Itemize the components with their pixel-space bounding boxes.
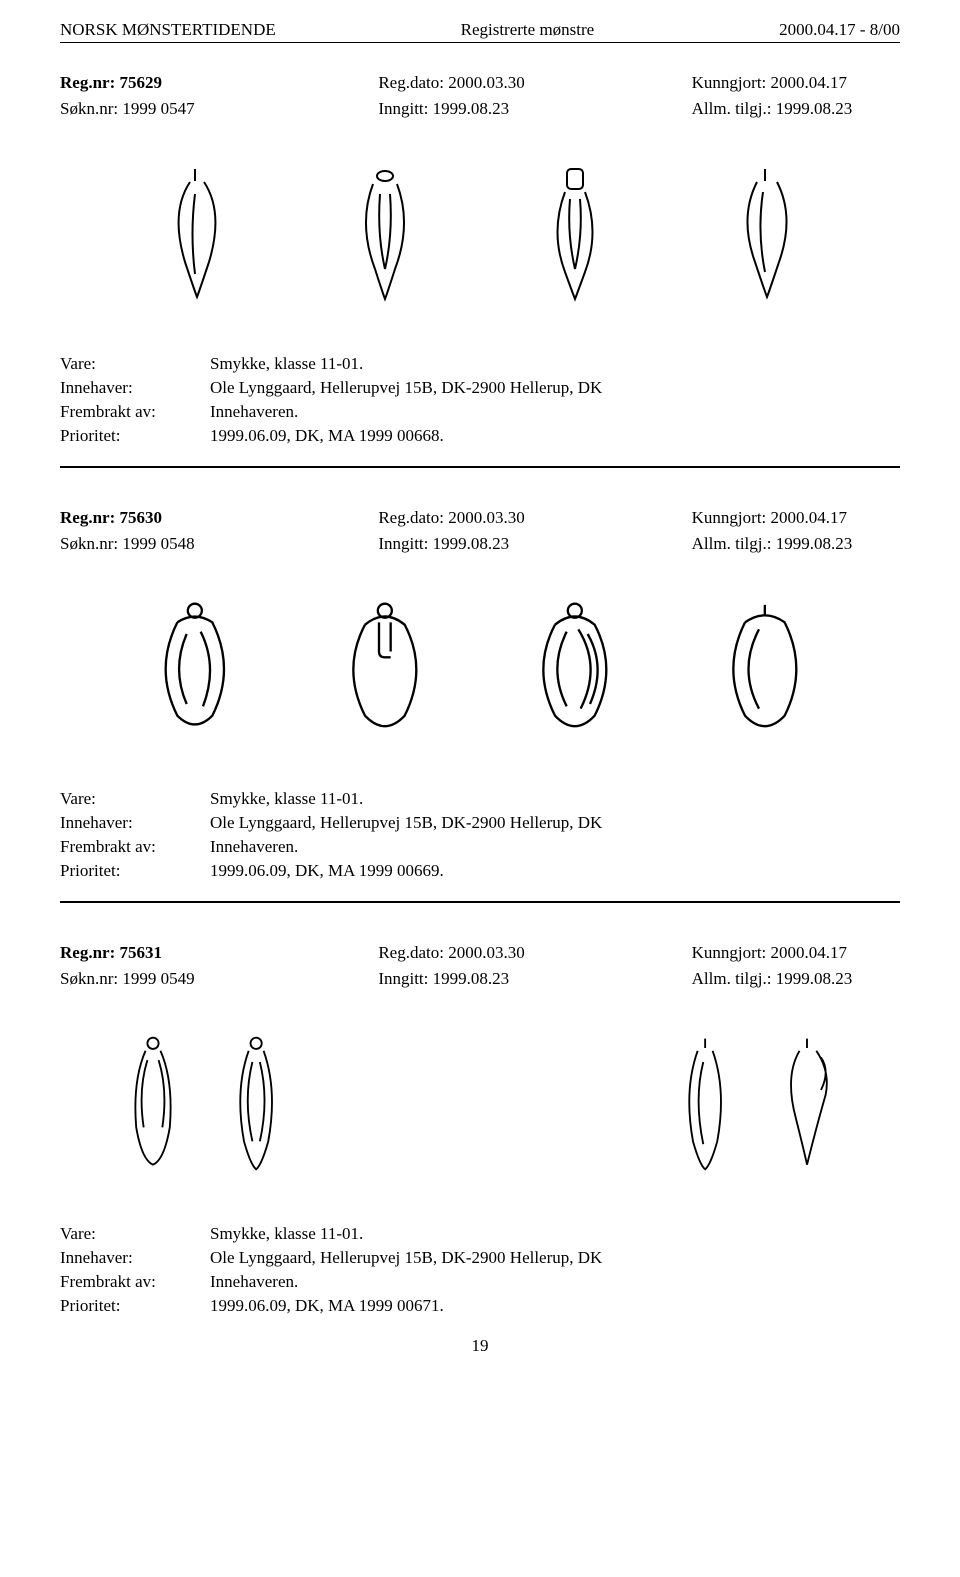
jewelry-icon <box>679 1034 730 1174</box>
entry-75629: Reg.nr: 75629 Reg.dato: 2000.03.30 Kunng… <box>60 73 900 468</box>
kunngjort: Kunngjort: 2000.04.17 <box>587 943 900 963</box>
prioritet-label: Prioritet: <box>60 1296 210 1316</box>
jewelry-icon <box>779 1034 835 1174</box>
jewelry-icon <box>230 1034 281 1174</box>
vare-label: Vare: <box>60 354 210 374</box>
entry-75630: Reg.nr: 75630 Reg.dato: 2000.03.30 Kunng… <box>60 508 900 903</box>
prioritet-value: 1999.06.09, DK, MA 1999 00669. <box>210 861 900 881</box>
regdato: Reg.dato: 2000.03.30 <box>268 943 586 963</box>
prioritet-value: 1999.06.09, DK, MA 1999 00668. <box>210 426 900 446</box>
kunngjort: Kunngjort: 2000.04.17 <box>587 508 900 528</box>
regdato: Reg.dato: 2000.03.30 <box>268 73 586 93</box>
jewelry-icon <box>735 164 795 304</box>
jewelry-icon <box>545 164 605 304</box>
divider <box>60 466 900 468</box>
regnr: Reg.nr: 75629 <box>60 73 268 93</box>
soknnr: Søkn.nr: 1999 0549 <box>60 969 268 989</box>
frembrakt-label: Frembrakt av: <box>60 402 210 422</box>
regnr: Reg.nr: 75631 <box>60 943 268 963</box>
jewelry-icon <box>355 164 415 304</box>
header-center: Registrerte mønstre <box>461 20 595 40</box>
vare-value: Smykke, klasse 11-01. <box>210 1224 900 1244</box>
allm: Allm. tilgj.: 1999.08.23 <box>587 969 900 989</box>
divider <box>60 901 900 903</box>
soknnr: Søkn.nr: 1999 0548 <box>60 534 268 554</box>
inngitt: Inngitt: 1999.08.23 <box>268 99 586 119</box>
vare-label: Vare: <box>60 1224 210 1244</box>
inngitt: Inngitt: 1999.08.23 <box>268 969 586 989</box>
page-number: 19 <box>60 1336 900 1356</box>
frembrakt-value: Innehaveren. <box>210 402 900 422</box>
vare-label: Vare: <box>60 789 210 809</box>
page-header: NORSK MØNSTERTIDENDE Registrerte mønstre… <box>60 20 900 43</box>
figure-row-1 <box>100 154 860 304</box>
allm: Allm. tilgj.: 1999.08.23 <box>587 534 900 554</box>
prioritet-label: Prioritet: <box>60 861 210 881</box>
innehaver-value: Ole Lynggaard, Hellerupvej 15B, DK-2900 … <box>210 1248 900 1268</box>
inngitt: Inngitt: 1999.08.23 <box>268 534 586 554</box>
jewelry-icon <box>724 599 806 739</box>
jewelry-icon <box>154 599 236 739</box>
innehaver-label: Innehaver: <box>60 378 210 398</box>
innehaver-value: Ole Lynggaard, Hellerupvej 15B, DK-2900 … <box>210 378 900 398</box>
regdato: Reg.dato: 2000.03.30 <box>268 508 586 528</box>
frembrakt-label: Frembrakt av: <box>60 837 210 857</box>
prioritet-value: 1999.06.09, DK, MA 1999 00671. <box>210 1296 900 1316</box>
jewelry-icon <box>344 599 426 739</box>
frembrakt-label: Frembrakt av: <box>60 1272 210 1292</box>
innehaver-value: Ole Lynggaard, Hellerupvej 15B, DK-2900 … <box>210 813 900 833</box>
kunngjort: Kunngjort: 2000.04.17 <box>587 73 900 93</box>
allm: Allm. tilgj.: 1999.08.23 <box>587 99 900 119</box>
innehaver-label: Innehaver: <box>60 1248 210 1268</box>
figure-row-3 <box>100 1024 860 1174</box>
header-right: 2000.04.17 - 8/00 <box>779 20 900 40</box>
jewelry-icon <box>165 164 225 304</box>
header-left: NORSK MØNSTERTIDENDE <box>60 20 276 40</box>
jewelry-icon <box>330 1034 630 1174</box>
frembrakt-value: Innehaveren. <box>210 837 900 857</box>
regnr: Reg.nr: 75630 <box>60 508 268 528</box>
vare-value: Smykke, klasse 11-01. <box>210 789 900 809</box>
jewelry-icon <box>125 1034 181 1174</box>
entry-75631: Reg.nr: 75631 Reg.dato: 2000.03.30 Kunng… <box>60 943 900 1316</box>
figure-row-2 <box>100 589 860 739</box>
frembrakt-value: Innehaveren. <box>210 1272 900 1292</box>
soknnr: Søkn.nr: 1999 0547 <box>60 99 268 119</box>
jewelry-icon <box>534 599 616 739</box>
prioritet-label: Prioritet: <box>60 426 210 446</box>
innehaver-label: Innehaver: <box>60 813 210 833</box>
vare-value: Smykke, klasse 11-01. <box>210 354 900 374</box>
